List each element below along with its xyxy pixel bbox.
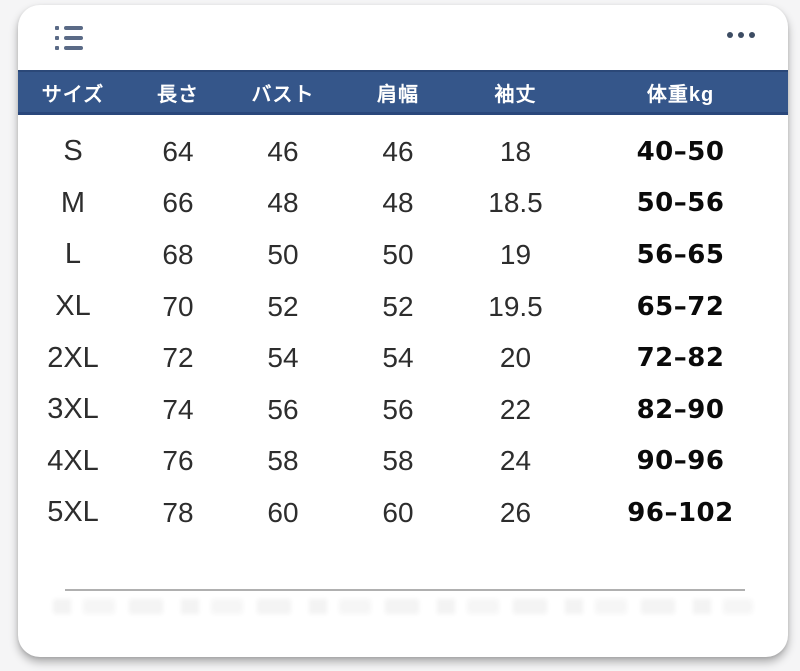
cell-bust: 54 (267, 342, 299, 374)
cell-length: 78 (162, 496, 194, 528)
cell-size: 2XL (47, 341, 99, 374)
table-row: L 68 50 50 19 56–65 (18, 229, 788, 281)
cell-sleeve: 24 (499, 445, 532, 477)
cell-sleeve: 19 (499, 238, 532, 270)
cell-size: 5XL (47, 496, 99, 529)
cell-length: 74 (162, 393, 194, 425)
header-shoulder: 肩幅 (377, 83, 419, 106)
size-chart-card: サイズ 長さ バスト 肩幅 袖丈 体重kg S 64 46 46 18 40–5… (18, 5, 788, 657)
cell-bust: 48 (267, 187, 299, 219)
table-row: 4XL 76 58 58 24 90–96 (18, 436, 788, 488)
cell-sleeve: 19.5 (488, 290, 543, 322)
cell-size: 4XL (47, 444, 99, 477)
cell-bust: 58 (267, 445, 299, 477)
cell-weight: 65–72 (636, 291, 725, 322)
cell-weight: 82–90 (636, 394, 725, 425)
cell-weight: 50–56 (636, 188, 725, 219)
cell-shoulder: 48 (382, 187, 414, 219)
table-row: 3XL 74 56 56 22 82–90 (18, 384, 788, 436)
cell-bust: 52 (267, 290, 299, 322)
cell-bust: 60 (267, 496, 299, 528)
cell-sleeve: 18 (499, 135, 532, 167)
cell-shoulder: 52 (382, 290, 414, 322)
cell-sleeve: 18.5 (488, 187, 543, 219)
cell-length: 66 (162, 187, 194, 219)
cell-sleeve: 20 (499, 342, 532, 374)
table-body: S 64 46 46 18 40–50 M 66 48 48 18.5 50–5… (18, 115, 788, 539)
cell-size: M (60, 186, 86, 219)
faint-illegible-text (53, 599, 753, 614)
table-row: M 66 48 48 18.5 50–56 (18, 178, 788, 230)
cell-size: L (64, 238, 82, 271)
cell-shoulder: 46 (382, 135, 414, 167)
cell-weight: 72–82 (636, 343, 725, 374)
list-icon[interactable] (55, 26, 83, 50)
cell-sleeve: 22 (499, 393, 532, 425)
cell-shoulder: 54 (382, 342, 414, 374)
header-size: サイズ (41, 83, 105, 106)
cell-shoulder: 58 (382, 445, 414, 477)
cell-length: 68 (162, 238, 194, 270)
table-header: サイズ 長さ バスト 肩幅 袖丈 体重kg (18, 70, 788, 115)
cell-length: 64 (162, 135, 194, 167)
list-icon-row (55, 36, 83, 40)
cell-bust: 46 (267, 135, 299, 167)
cell-size: 3XL (47, 393, 99, 426)
header-weight: 体重kg (646, 83, 715, 106)
cell-size: S (63, 135, 83, 168)
cell-weight: 40–50 (636, 136, 725, 167)
header-length: 長さ (157, 83, 199, 106)
cell-bust: 50 (267, 238, 299, 270)
cell-length: 70 (162, 290, 194, 322)
table-row: 2XL 72 54 54 20 72–82 (18, 332, 788, 384)
footer-divider (65, 589, 745, 591)
header-bust: バスト (251, 83, 315, 106)
list-icon-row (55, 46, 83, 50)
cell-sleeve: 26 (499, 496, 532, 528)
cell-shoulder: 50 (382, 238, 414, 270)
cell-weight: 90–96 (636, 446, 725, 477)
table-row: XL 70 52 52 19.5 65–72 (18, 281, 788, 333)
cell-shoulder: 60 (382, 496, 414, 528)
cell-length: 76 (162, 445, 194, 477)
cell-shoulder: 56 (382, 393, 414, 425)
header-sleeve: 袖丈 (494, 83, 537, 106)
list-icon-row (55, 26, 83, 30)
table-row: S 64 46 46 18 40–50 (18, 126, 788, 178)
table-row: 5XL 78 60 60 26 96–102 (18, 487, 788, 539)
cell-size: XL (55, 290, 91, 323)
cell-weight: 96–102 (627, 497, 734, 528)
cell-weight: 56–65 (636, 239, 725, 270)
ellipsis-icon[interactable] (727, 23, 755, 47)
cell-bust: 56 (267, 393, 299, 425)
cell-length: 72 (162, 342, 194, 374)
